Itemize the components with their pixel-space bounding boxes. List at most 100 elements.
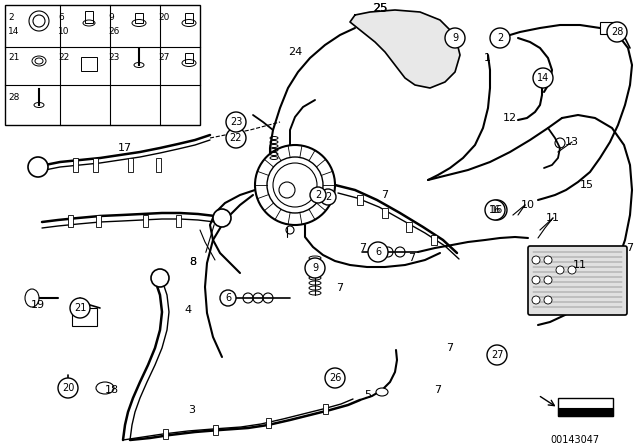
Bar xyxy=(96,215,101,227)
Text: 14: 14 xyxy=(8,27,19,36)
Bar xyxy=(72,308,97,326)
Circle shape xyxy=(255,145,335,225)
Circle shape xyxy=(70,298,90,318)
Bar xyxy=(185,13,193,23)
Circle shape xyxy=(487,345,507,365)
Circle shape xyxy=(490,28,510,48)
Text: 10: 10 xyxy=(521,200,535,210)
Ellipse shape xyxy=(96,382,114,394)
Text: 6: 6 xyxy=(225,293,231,303)
Bar xyxy=(382,208,388,218)
Text: 2: 2 xyxy=(497,33,503,43)
Text: 8: 8 xyxy=(189,257,196,267)
Text: 22: 22 xyxy=(230,133,243,143)
Ellipse shape xyxy=(376,388,388,396)
Text: 13: 13 xyxy=(565,137,579,147)
Text: 26: 26 xyxy=(329,373,341,383)
Bar xyxy=(81,57,97,71)
Text: 20: 20 xyxy=(62,383,74,393)
Text: 21: 21 xyxy=(74,303,86,313)
Circle shape xyxy=(532,256,540,264)
Text: 12: 12 xyxy=(503,113,517,123)
Text: 23: 23 xyxy=(230,117,242,127)
Circle shape xyxy=(220,290,236,306)
Text: 25: 25 xyxy=(372,1,388,14)
FancyBboxPatch shape xyxy=(528,246,627,315)
Bar xyxy=(176,215,181,227)
Circle shape xyxy=(485,200,505,220)
Text: 9: 9 xyxy=(108,13,114,22)
Circle shape xyxy=(58,378,78,398)
Circle shape xyxy=(320,189,336,205)
Circle shape xyxy=(536,72,548,84)
Circle shape xyxy=(305,258,325,278)
Circle shape xyxy=(267,157,323,213)
Bar xyxy=(323,404,328,414)
Bar xyxy=(73,158,78,172)
Bar xyxy=(163,429,168,439)
Circle shape xyxy=(445,28,465,48)
Circle shape xyxy=(29,11,49,31)
Circle shape xyxy=(151,269,169,287)
Text: 28: 28 xyxy=(611,27,623,37)
Circle shape xyxy=(544,256,552,264)
Bar xyxy=(185,53,193,63)
Text: 23: 23 xyxy=(108,53,120,62)
Bar xyxy=(93,158,98,172)
Bar xyxy=(128,158,133,172)
Text: 22: 22 xyxy=(58,53,69,62)
Circle shape xyxy=(226,128,246,148)
Text: 9: 9 xyxy=(452,33,458,43)
Circle shape xyxy=(33,15,45,27)
Text: 7: 7 xyxy=(435,385,442,395)
Text: 1: 1 xyxy=(483,53,490,63)
Bar xyxy=(156,158,161,172)
Bar xyxy=(558,398,613,416)
Text: 27: 27 xyxy=(491,350,503,360)
Circle shape xyxy=(28,157,48,177)
Circle shape xyxy=(325,368,345,388)
Text: 28: 28 xyxy=(8,93,19,102)
Circle shape xyxy=(556,266,564,274)
Text: 2: 2 xyxy=(325,192,331,202)
Text: 17: 17 xyxy=(118,143,132,153)
Circle shape xyxy=(213,209,231,227)
Circle shape xyxy=(544,296,552,304)
Text: 5: 5 xyxy=(365,390,371,400)
Text: 15: 15 xyxy=(580,180,594,190)
Bar xyxy=(68,215,73,227)
Text: 27: 27 xyxy=(158,53,170,62)
Circle shape xyxy=(544,276,552,284)
Circle shape xyxy=(607,22,627,42)
Text: 20: 20 xyxy=(158,13,170,22)
Text: 11: 11 xyxy=(546,213,560,223)
Bar xyxy=(431,235,436,246)
Ellipse shape xyxy=(25,289,39,307)
Circle shape xyxy=(368,242,388,262)
Text: 8: 8 xyxy=(189,257,196,267)
Text: 11: 11 xyxy=(573,260,587,270)
Text: 00143047: 00143047 xyxy=(550,435,600,445)
Text: 6: 6 xyxy=(58,13,64,22)
Bar xyxy=(558,408,613,416)
Circle shape xyxy=(532,296,540,304)
Text: 2: 2 xyxy=(315,190,321,200)
Circle shape xyxy=(568,266,576,274)
Polygon shape xyxy=(350,10,460,88)
Text: 7: 7 xyxy=(408,253,415,263)
Text: 6: 6 xyxy=(375,247,381,257)
Text: 21: 21 xyxy=(8,53,19,62)
Circle shape xyxy=(310,187,326,203)
Text: 14: 14 xyxy=(537,73,549,83)
Circle shape xyxy=(487,200,507,220)
Bar xyxy=(143,215,148,227)
Text: 25: 25 xyxy=(373,3,387,13)
Circle shape xyxy=(273,163,317,207)
Text: 16: 16 xyxy=(491,205,503,215)
Circle shape xyxy=(226,112,246,132)
Text: 10: 10 xyxy=(58,27,70,36)
Bar xyxy=(266,418,271,428)
Text: 7: 7 xyxy=(627,243,634,253)
Text: 7: 7 xyxy=(337,283,344,293)
Circle shape xyxy=(279,182,295,198)
